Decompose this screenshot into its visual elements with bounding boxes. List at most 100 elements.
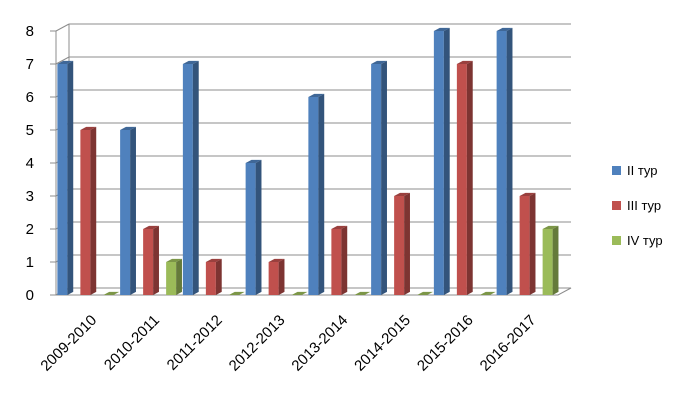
bar-top xyxy=(542,225,559,229)
bar-side xyxy=(192,60,199,295)
bar-top xyxy=(228,291,245,295)
bar xyxy=(331,225,348,295)
bar xyxy=(143,225,159,295)
bar xyxy=(182,60,199,295)
y-tick-label: 1 xyxy=(26,254,34,271)
x-tick-label: 2015-2016 xyxy=(414,312,477,375)
bar-top xyxy=(479,291,496,295)
bar-top xyxy=(245,159,262,163)
bar-side xyxy=(529,192,536,295)
legend-item: IV тур xyxy=(612,230,692,250)
bar xyxy=(456,60,473,295)
bar-front xyxy=(268,262,279,295)
y-tick-label: 5 xyxy=(26,122,34,139)
bar-front xyxy=(433,31,444,295)
bar-side xyxy=(67,60,74,295)
bar-front xyxy=(456,64,467,295)
bar-top xyxy=(371,60,387,64)
bar-top xyxy=(308,93,325,97)
gridline-side xyxy=(55,56,70,65)
bar-front xyxy=(166,262,177,295)
x-tick-label: 2010-2011 xyxy=(101,312,163,374)
y-tick-label: 8 xyxy=(26,23,34,40)
y-tick-label: 4 xyxy=(26,155,34,172)
bar-front xyxy=(394,196,405,295)
y-tick-label: 7 xyxy=(26,56,34,73)
bar-front xyxy=(80,130,91,295)
bar-side xyxy=(278,258,285,295)
bar-front xyxy=(143,229,154,295)
legend-label: IV тур xyxy=(627,232,663,248)
bar-top xyxy=(182,60,199,64)
bar-top xyxy=(205,258,222,262)
bar xyxy=(166,258,182,295)
legend-label: III тур xyxy=(627,197,662,213)
bar-top xyxy=(120,126,136,130)
bar-front xyxy=(182,64,193,295)
bar xyxy=(205,258,222,295)
bar-top xyxy=(166,258,182,262)
legend-label: II тур xyxy=(627,162,658,178)
bar xyxy=(228,291,245,295)
bar-front xyxy=(308,97,319,295)
y-tick-label: 6 xyxy=(26,89,34,106)
y-tick-label: 0 xyxy=(26,287,34,304)
bar-side xyxy=(255,159,262,295)
bar xyxy=(308,93,325,295)
bar-top xyxy=(417,291,433,295)
bar xyxy=(479,291,496,295)
bar-top xyxy=(394,192,410,196)
bar xyxy=(519,192,536,295)
bar-front xyxy=(371,64,382,295)
bar-side xyxy=(381,60,387,295)
bar xyxy=(103,291,120,295)
legend-swatch xyxy=(612,200,621,210)
bar-side xyxy=(552,225,559,295)
y-tick-label: 3 xyxy=(26,188,34,205)
bar-top xyxy=(331,225,348,229)
bar-top xyxy=(496,27,513,31)
legend: II тур III тур IV тур xyxy=(612,160,692,265)
bar-top xyxy=(433,27,450,31)
bar xyxy=(80,126,97,295)
bar-top xyxy=(57,60,74,64)
bar-side xyxy=(506,27,513,295)
bar-side xyxy=(215,258,222,295)
bar-top xyxy=(143,225,159,229)
bar-top xyxy=(80,126,97,130)
bar-side xyxy=(443,27,450,295)
bar-top xyxy=(103,291,120,295)
bar-side xyxy=(176,258,182,295)
bar xyxy=(120,126,136,295)
bar-side xyxy=(90,126,97,295)
bar-side xyxy=(341,225,348,295)
bar-top xyxy=(268,258,285,262)
bar-front xyxy=(496,31,507,295)
x-tick-label: 2014-2015 xyxy=(351,312,414,375)
bar-front xyxy=(245,163,256,295)
x-tick-label: 2016-2017 xyxy=(477,312,540,375)
y-tick-label: 2 xyxy=(26,221,34,238)
bar xyxy=(433,27,450,295)
bar-side xyxy=(466,60,473,295)
bar-side xyxy=(404,192,410,295)
legend-swatch xyxy=(612,165,621,175)
legend-item: III тур xyxy=(612,195,692,215)
legend-item: II тур xyxy=(612,160,692,180)
bar xyxy=(371,60,387,295)
bar-front xyxy=(519,196,530,295)
bar-front xyxy=(120,130,131,295)
bar-side xyxy=(153,225,159,295)
bar xyxy=(268,258,285,295)
bar-top xyxy=(354,291,371,295)
bar-side xyxy=(130,126,136,295)
bar xyxy=(57,60,74,295)
bar-top xyxy=(519,192,536,196)
bar-side xyxy=(318,93,325,295)
bar xyxy=(394,192,410,295)
bar-front xyxy=(542,229,553,295)
bar xyxy=(291,291,308,295)
x-tick-label: 2013-2014 xyxy=(288,312,351,375)
bar-top xyxy=(291,291,308,295)
